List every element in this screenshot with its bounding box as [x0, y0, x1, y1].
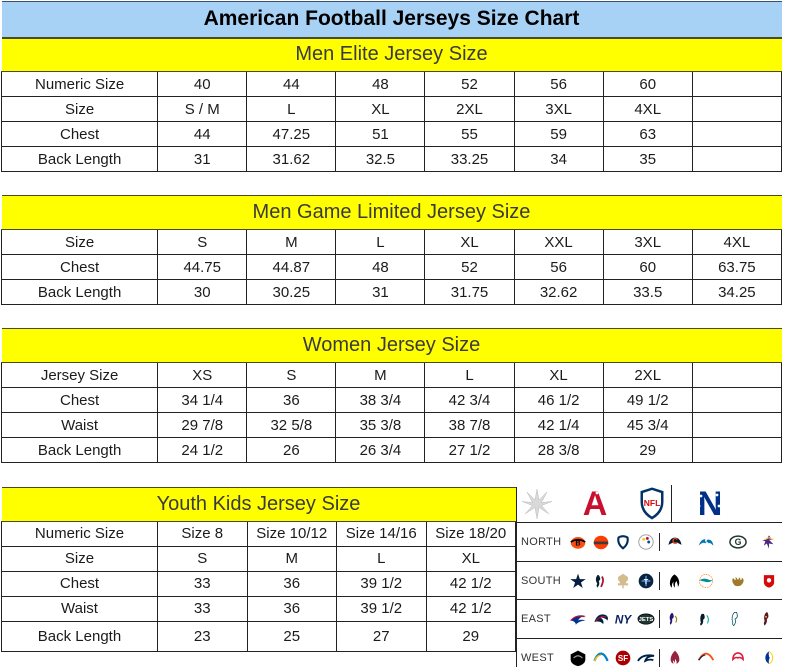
svg-text:NY: NY: [615, 614, 632, 627]
svg-text:SF: SF: [618, 654, 628, 663]
svg-text:C: C: [672, 537, 678, 546]
svg-text:A: A: [583, 487, 608, 521]
svg-text:NFL: NFL: [644, 498, 661, 508]
svg-text:G: G: [734, 537, 741, 547]
svg-text:JETS: JETS: [639, 617, 654, 623]
svg-text:B: B: [575, 538, 580, 547]
svg-text:N: N: [697, 487, 722, 521]
svg-text:T: T: [644, 576, 649, 585]
